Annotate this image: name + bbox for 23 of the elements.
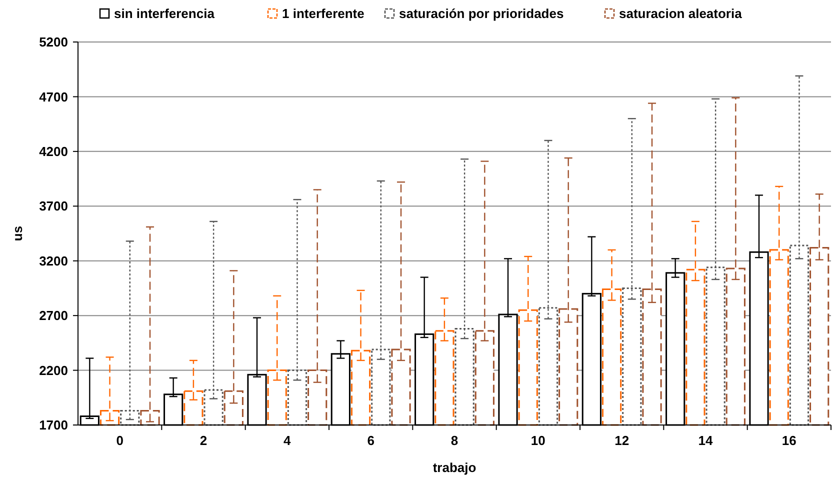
legend-label: sin interferencia <box>114 6 216 21</box>
legend-label: 1 interferente <box>282 6 364 21</box>
y-tick-label: 1700 <box>39 418 68 433</box>
y-tick-label: 3700 <box>39 198 68 214</box>
x-tick-label: 12 <box>614 433 630 448</box>
y-tick-label: 5200 <box>39 34 68 50</box>
legend-label: saturación por prioridades <box>399 6 564 21</box>
legend-label: saturacion aleatoria <box>619 6 743 21</box>
x-tick-label: 16 <box>782 433 796 448</box>
x-tick-label: 0 <box>116 433 124 448</box>
y-tick-label: 3200 <box>39 253 68 268</box>
y-tick-label: 4700 <box>39 89 68 104</box>
y-tick-label: 4200 <box>39 144 68 159</box>
x-tick-label: 14 <box>698 433 714 448</box>
x-tick-label: 6 <box>367 433 374 448</box>
y-tick-label: 2700 <box>39 308 68 324</box>
x-axis-title: trabajo <box>432 460 476 475</box>
y-axis-title: us <box>10 226 25 242</box>
x-tick-label: 8 <box>450 433 458 448</box>
x-tick-label: 2 <box>200 433 208 448</box>
y-tick-label: 2200 <box>39 362 68 378</box>
x-tick-label: 10 <box>530 433 546 448</box>
x-tick-label: 4 <box>284 433 292 448</box>
